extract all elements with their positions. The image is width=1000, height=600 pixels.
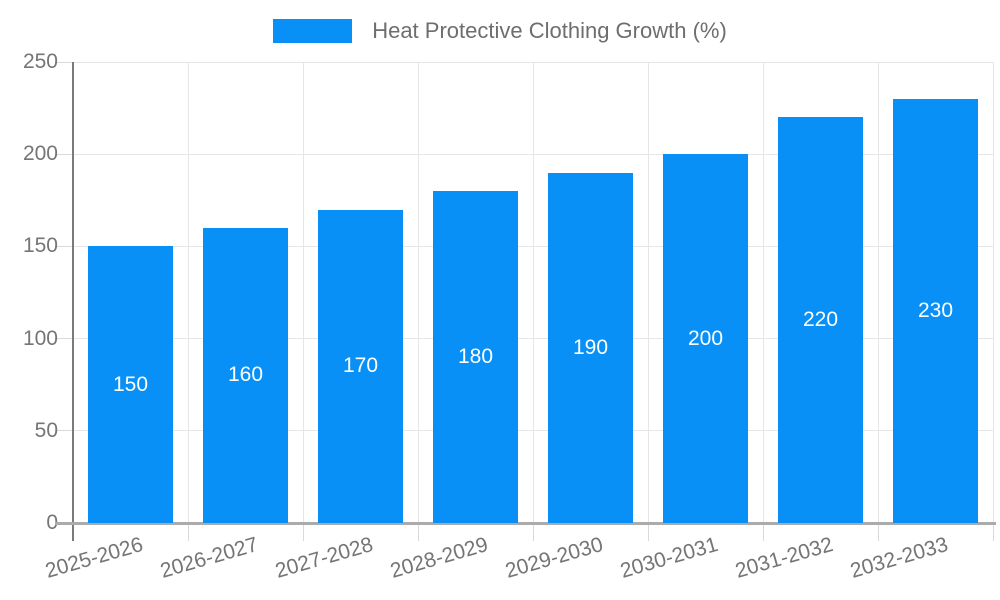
y-tick-label: 200 bbox=[22, 142, 58, 166]
bar-value-label: 190 bbox=[572, 335, 609, 359]
bar[interactable] bbox=[663, 154, 748, 523]
bar[interactable] bbox=[88, 246, 173, 523]
y-axis-line bbox=[72, 62, 74, 541]
v-gridline bbox=[187, 62, 189, 523]
y-tick-label: 250 bbox=[22, 50, 58, 73]
bar-value-label: 180 bbox=[457, 345, 494, 369]
y-tick bbox=[55, 245, 73, 247]
bar[interactable] bbox=[318, 209, 403, 523]
x-tick bbox=[877, 523, 879, 541]
y-tick bbox=[55, 61, 73, 63]
v-gridline bbox=[647, 62, 649, 523]
x-tick bbox=[762, 523, 764, 541]
y-tick bbox=[55, 153, 73, 155]
y-tick bbox=[55, 338, 73, 340]
y-tick-label: 100 bbox=[22, 326, 58, 350]
x-tick bbox=[187, 523, 189, 541]
y-tick bbox=[55, 430, 73, 432]
v-gridline bbox=[302, 62, 304, 523]
legend-label: Heat Protective Clothing Growth (%) bbox=[372, 18, 727, 43]
legend-color-swatch bbox=[273, 19, 353, 43]
v-gridline bbox=[417, 62, 419, 523]
x-tick bbox=[992, 523, 994, 541]
v-gridline bbox=[532, 62, 534, 523]
bar[interactable] bbox=[778, 117, 863, 523]
v-gridline bbox=[992, 62, 994, 523]
bar-value-label: 170 bbox=[342, 354, 379, 378]
y-tick-label: 150 bbox=[22, 234, 58, 258]
bar[interactable] bbox=[203, 227, 288, 523]
v-gridline bbox=[762, 62, 764, 523]
y-tick-label: 0 bbox=[46, 511, 58, 534]
y-tick-label: 50 bbox=[34, 418, 58, 442]
bar-value-label: 200 bbox=[687, 326, 724, 350]
x-tick bbox=[417, 523, 419, 541]
x-tick bbox=[647, 523, 649, 541]
bar-value-label: 160 bbox=[227, 363, 264, 387]
bar[interactable] bbox=[548, 172, 633, 523]
bar[interactable] bbox=[893, 98, 978, 523]
x-tick bbox=[532, 523, 534, 541]
chart-legend[interactable]: Heat Protective Clothing Growth (%) bbox=[0, 18, 1000, 44]
bar-value-label: 230 bbox=[917, 298, 954, 322]
bar-value-label: 220 bbox=[802, 308, 839, 332]
x-tick bbox=[302, 523, 304, 541]
bar-value-label: 150 bbox=[112, 372, 149, 396]
v-gridline bbox=[877, 62, 879, 523]
x-axis-line bbox=[55, 522, 996, 525]
bar[interactable] bbox=[433, 191, 518, 523]
